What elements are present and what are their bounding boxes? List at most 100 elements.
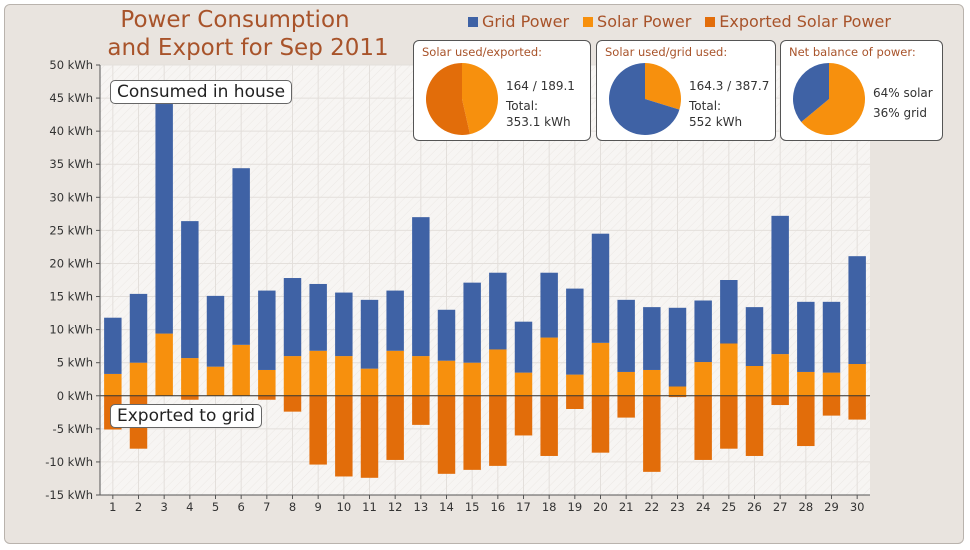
bar-grid	[797, 301, 815, 372]
x-tick-label: 1	[109, 500, 116, 514]
x-tick-label: 14	[439, 500, 454, 514]
y-tick-label: -10 kWh	[45, 455, 93, 469]
pie-slice	[801, 63, 865, 135]
bar-grid	[540, 272, 558, 338]
card-line-1: 164 / 189.1	[506, 79, 575, 93]
y-tick-label: 10 kWh	[49, 323, 93, 337]
legend: Grid Power Solar Power Exported Solar Po…	[468, 12, 891, 31]
legend-swatch-grid	[468, 16, 478, 27]
card-values: 164 / 189.1 Total: 353.1 kWh	[506, 78, 575, 130]
x-tick-label: 17	[516, 500, 531, 514]
bar-solar	[258, 369, 276, 396]
bar-solar	[437, 360, 456, 396]
bar-exported	[335, 395, 353, 477]
bar-grid	[694, 300, 712, 363]
x-tick-label: 23	[670, 500, 685, 514]
bar-solar	[566, 374, 584, 396]
x-tick-label: 6	[238, 500, 245, 514]
x-tick-label: 24	[696, 500, 711, 514]
x-tick-label: 12	[388, 500, 403, 514]
card-title: Net balance of power:	[789, 45, 916, 59]
bar-grid	[566, 288, 584, 375]
card-line-2: Total:	[689, 99, 722, 113]
legend-swatch-exported	[705, 16, 716, 27]
bar-solar	[822, 372, 841, 396]
y-tick-label: -15 kWh	[45, 488, 93, 502]
bar-exported	[360, 395, 379, 478]
card-line-1: 64% solar	[873, 86, 933, 100]
card-line-3: 552 kWh	[689, 115, 743, 129]
bar-solar	[309, 350, 327, 396]
x-tick-label: 26	[747, 500, 762, 514]
x-tick-label: 9	[315, 500, 322, 514]
bar-exported	[514, 395, 533, 436]
bar-solar	[412, 356, 430, 396]
bar-grid	[668, 307, 687, 387]
x-tick-label: 18	[542, 500, 557, 514]
bar-grid	[489, 272, 507, 350]
bar-grid	[129, 293, 148, 363]
bar-grid	[206, 295, 225, 367]
bar-solar	[797, 371, 815, 396]
y-tick-label: 25 kWh	[49, 223, 93, 237]
x-tick-label: 25	[722, 500, 737, 514]
bar-solar	[360, 368, 379, 396]
bar-exported	[309, 395, 327, 465]
x-tick-label: 4	[186, 500, 193, 514]
y-tick-label: 0 kWh	[57, 389, 93, 403]
bar-grid	[437, 309, 456, 361]
bar-grid	[745, 307, 764, 366]
bar-exported	[540, 395, 558, 456]
card-solar-grid-used: Solar used/grid used: 164.3 / 387.7 Tota…	[596, 40, 776, 141]
legend-label: Solar Power	[597, 12, 692, 31]
legend-label: Exported Solar Power	[719, 12, 891, 31]
bar-grid	[181, 221, 199, 359]
bar-grid	[309, 283, 327, 351]
card-line-3: 353.1 kWh	[506, 115, 571, 129]
card-title: Solar used/exported:	[422, 45, 542, 59]
pie-slice	[793, 63, 829, 122]
x-tick-label: 16	[491, 500, 506, 514]
legend-swatch-solar	[583, 16, 594, 27]
x-tick-label: 22	[645, 500, 660, 514]
x-tick-label: 7	[263, 500, 270, 514]
bar-solar	[591, 342, 610, 396]
bar-exported	[771, 395, 789, 406]
bar-exported	[745, 395, 764, 456]
x-tick-label: 27	[773, 500, 788, 514]
bar-exported	[694, 395, 712, 460]
bar-exported	[258, 395, 276, 400]
y-tick-label: 35 kWh	[49, 157, 93, 171]
x-tick-label: 29	[824, 500, 839, 514]
x-tick-label: 28	[799, 500, 814, 514]
bar-grid	[412, 217, 430, 357]
card-line-2: Total:	[506, 99, 539, 113]
bar-solar	[335, 356, 353, 396]
bar-solar	[848, 364, 866, 396]
pie-slice	[645, 63, 681, 110]
bar-exported	[822, 395, 841, 416]
bar-exported	[566, 395, 584, 409]
y-tick-label: -5 kWh	[53, 422, 93, 436]
y-tick-label: 30 kWh	[49, 190, 93, 204]
bar-solar	[720, 343, 738, 396]
chart-title: Power Consumption and Export for Sep 201…	[70, 6, 400, 62]
card-line-1: 164.3 / 387.7	[689, 79, 770, 93]
annotation-exported: Exported to grid	[110, 404, 263, 428]
legend-item-solar[interactable]: Solar Power	[583, 12, 691, 31]
bar-grid	[591, 233, 610, 343]
bar-solar	[206, 366, 225, 396]
x-tick-label: 21	[619, 500, 634, 514]
bar-exported	[848, 395, 866, 420]
bar-grid	[848, 256, 866, 365]
bar-grid	[822, 301, 841, 373]
title-line-1: Power Consumption	[120, 7, 350, 33]
bar-solar	[489, 349, 507, 396]
y-tick-label: 45 kWh	[49, 91, 93, 105]
legend-item-exported[interactable]: Exported Solar Power	[705, 12, 891, 31]
bar-exported	[591, 395, 610, 453]
bar-solar	[771, 354, 789, 396]
pie-slice	[462, 63, 498, 135]
bar-exported	[797, 395, 815, 447]
legend-item-grid[interactable]: Grid Power	[468, 12, 569, 31]
